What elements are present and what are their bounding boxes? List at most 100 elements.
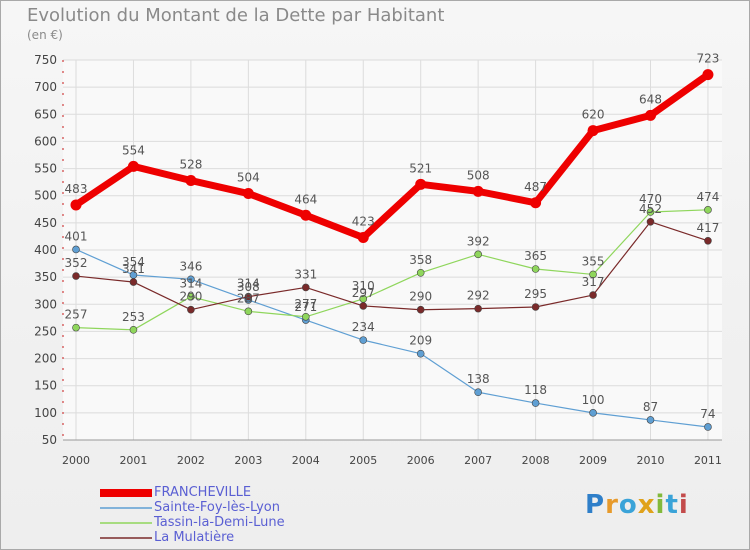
data-point: [531, 399, 540, 407]
data-point: [646, 208, 655, 216]
legend-label: La Mulatière: [154, 530, 235, 545]
data-point: [704, 206, 712, 214]
data-point: [242, 188, 254, 200]
data-label: 401: [65, 229, 88, 243]
data-point: [530, 197, 542, 209]
data-label: 346: [179, 259, 202, 273]
data-point: [244, 292, 253, 301]
data-label: 464: [294, 192, 317, 206]
series-line: [75, 209, 709, 331]
y-tick-label: 750: [34, 53, 57, 67]
data-point: [645, 109, 656, 121]
data-label: 271: [294, 300, 317, 314]
legend-label: Sainte-Foy-lès-Lyon: [154, 500, 280, 515]
data-label: 314: [179, 277, 202, 291]
data-label: 508: [467, 168, 490, 182]
legend-item-tassin: Tassin-la-Demi-Lune: [100, 515, 285, 530]
logo-letter: x: [637, 490, 656, 520]
y-tick-label: 300: [34, 297, 57, 311]
data-point: [70, 199, 82, 211]
data-point: [472, 185, 484, 197]
data-label: 474: [696, 190, 719, 204]
y-tick-label: 200: [34, 352, 57, 366]
data-point: [415, 178, 427, 190]
series-line: [75, 248, 709, 428]
legend-swatch: [100, 487, 152, 499]
data-label: 423: [352, 215, 375, 229]
series-francheville: [70, 69, 714, 244]
y-tick-label: 550: [34, 162, 57, 176]
legend: FRANCHEVILLE Sainte-Foy-lès-Lyon Tassin-…: [100, 485, 285, 545]
legend-swatch: [100, 502, 152, 514]
y-tick-label: 700: [34, 80, 57, 94]
y-tick-label: 150: [34, 379, 57, 393]
logo-letter: t: [665, 490, 679, 520]
data-label: 297: [352, 286, 375, 300]
data-label: 487: [524, 180, 547, 194]
data-label: 257: [65, 308, 88, 322]
data-label: 87: [643, 400, 658, 414]
data-point: [589, 409, 597, 417]
data-label: 365: [524, 249, 547, 263]
data-point: [187, 305, 195, 314]
data-point: [359, 336, 368, 344]
y-tick-label: 100: [34, 406, 57, 420]
data-point: [474, 250, 482, 259]
data-label: 234: [352, 320, 375, 334]
data-point: [301, 312, 310, 321]
data-label: 209: [409, 334, 432, 348]
data-label: 352: [65, 256, 88, 270]
data-point: [646, 416, 655, 424]
data-label: 100: [582, 393, 605, 407]
data-label: 483: [65, 182, 88, 196]
data-label: 331: [294, 267, 317, 281]
y-tick-label: 350: [34, 270, 57, 284]
data-label: 341: [122, 262, 145, 276]
data-label: 554: [122, 143, 145, 157]
data-label: 358: [409, 253, 432, 267]
series-sainte-foy: [72, 245, 712, 431]
data-point: [357, 232, 369, 244]
data-label: 290: [409, 290, 432, 304]
data-point: [474, 388, 482, 397]
data-label: 521: [409, 161, 432, 175]
y-tick-label: 250: [34, 324, 57, 338]
x-tick-label: 2001: [119, 454, 147, 467]
data-label: 118: [524, 383, 547, 397]
data-point: [474, 304, 482, 313]
data-label: 528: [179, 158, 202, 172]
data-point: [244, 307, 253, 316]
legend-label: Tassin-la-Demi-Lune: [154, 515, 285, 530]
data-label: 723: [696, 52, 719, 66]
data-point: [589, 270, 597, 279]
data-point: [416, 349, 425, 358]
data-label: 317: [582, 275, 605, 289]
data-point: [127, 160, 139, 172]
data-point: [359, 302, 368, 310]
data-point: [702, 69, 714, 81]
data-point: [416, 305, 425, 314]
y-tick-label: 50: [42, 433, 57, 447]
data-label: 620: [582, 108, 605, 122]
data-label: 470: [639, 192, 662, 206]
data-point: [646, 217, 655, 226]
data-label: 290: [179, 290, 202, 304]
data-label: 74: [700, 407, 715, 421]
data-label: 295: [524, 287, 547, 301]
data-point: [185, 175, 197, 187]
x-tick-label: 2003: [234, 454, 262, 467]
x-tick-label: 2002: [177, 454, 205, 467]
data-point: [187, 292, 195, 301]
data-point: [129, 278, 138, 286]
x-tick-label: 2010: [637, 454, 665, 467]
data-label: 354: [122, 255, 145, 269]
data-label: 287: [237, 291, 260, 305]
x-tick-label: 2000: [62, 454, 90, 467]
data-label: 504: [237, 171, 260, 185]
y-tick-label: 650: [34, 107, 57, 121]
x-tick-label: 2009: [579, 454, 607, 467]
x-tick-label: 2007: [464, 454, 492, 467]
legend-item-la-mulatiere: La Mulatière: [100, 530, 285, 545]
data-label: 308: [237, 280, 260, 294]
